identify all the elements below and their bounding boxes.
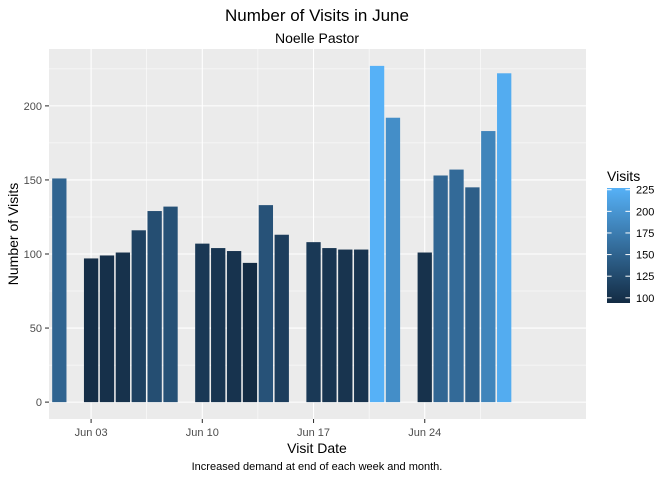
bar [306, 242, 321, 403]
bars-group [52, 65, 512, 403]
bar [481, 131, 496, 403]
legend-tick-label: 125 [636, 271, 654, 283]
x-axis: Jun 03 Jun 10 Jun 17 Jun 24 [75, 419, 441, 439]
legend-tick-label: 175 [636, 228, 654, 240]
legend-colorbar [607, 188, 630, 303]
bar [52, 178, 67, 403]
bar [274, 234, 289, 403]
bar [433, 175, 448, 403]
bar [465, 187, 480, 403]
chart-title: Number of Visits in June [225, 6, 409, 25]
y-tick-label: 100 [24, 249, 42, 261]
y-tick-label: 150 [24, 175, 42, 187]
bar [83, 258, 99, 403]
bar [163, 206, 178, 403]
bar [449, 169, 464, 403]
x-tick-label: Jun 24 [408, 427, 441, 439]
legend-tick-label: 200 [636, 206, 654, 218]
y-tick-label: 0 [36, 397, 42, 409]
bar [417, 252, 432, 403]
bar [226, 251, 242, 403]
bar [115, 252, 131, 403]
y-axis: 0 50 100 150 200 [24, 101, 49, 409]
x-axis-title: Visit Date [287, 440, 347, 456]
bar [322, 248, 337, 403]
y-axis-title: Number of Visits [5, 183, 21, 285]
x-tick-label: Jun 03 [75, 427, 108, 439]
bar [131, 230, 146, 403]
chart-subtitle: Noelle Pastor [275, 30, 359, 46]
bar [242, 262, 258, 403]
x-tick-label: Jun 17 [297, 427, 330, 439]
bar [497, 73, 512, 403]
legend-tick-label: 150 [636, 250, 654, 262]
bar [354, 249, 369, 403]
bar [211, 248, 226, 403]
bar [385, 117, 401, 403]
bar [195, 243, 210, 403]
bar [99, 255, 115, 403]
legend-title: Visits [607, 168, 640, 184]
chart-caption: Increased demand at end of each week and… [192, 461, 443, 473]
color-legend: Visits 100 125 150 175 200 225 [607, 168, 654, 305]
legend-tick-label: 100 [636, 293, 654, 305]
y-tick-label: 200 [24, 101, 42, 113]
x-tick-label: Jun 10 [186, 427, 219, 439]
legend-tick-label: 225 [636, 185, 654, 197]
bar [147, 211, 162, 403]
bar [258, 205, 274, 403]
y-tick-label: 50 [30, 323, 42, 335]
bar [338, 249, 353, 403]
bar [369, 65, 385, 403]
